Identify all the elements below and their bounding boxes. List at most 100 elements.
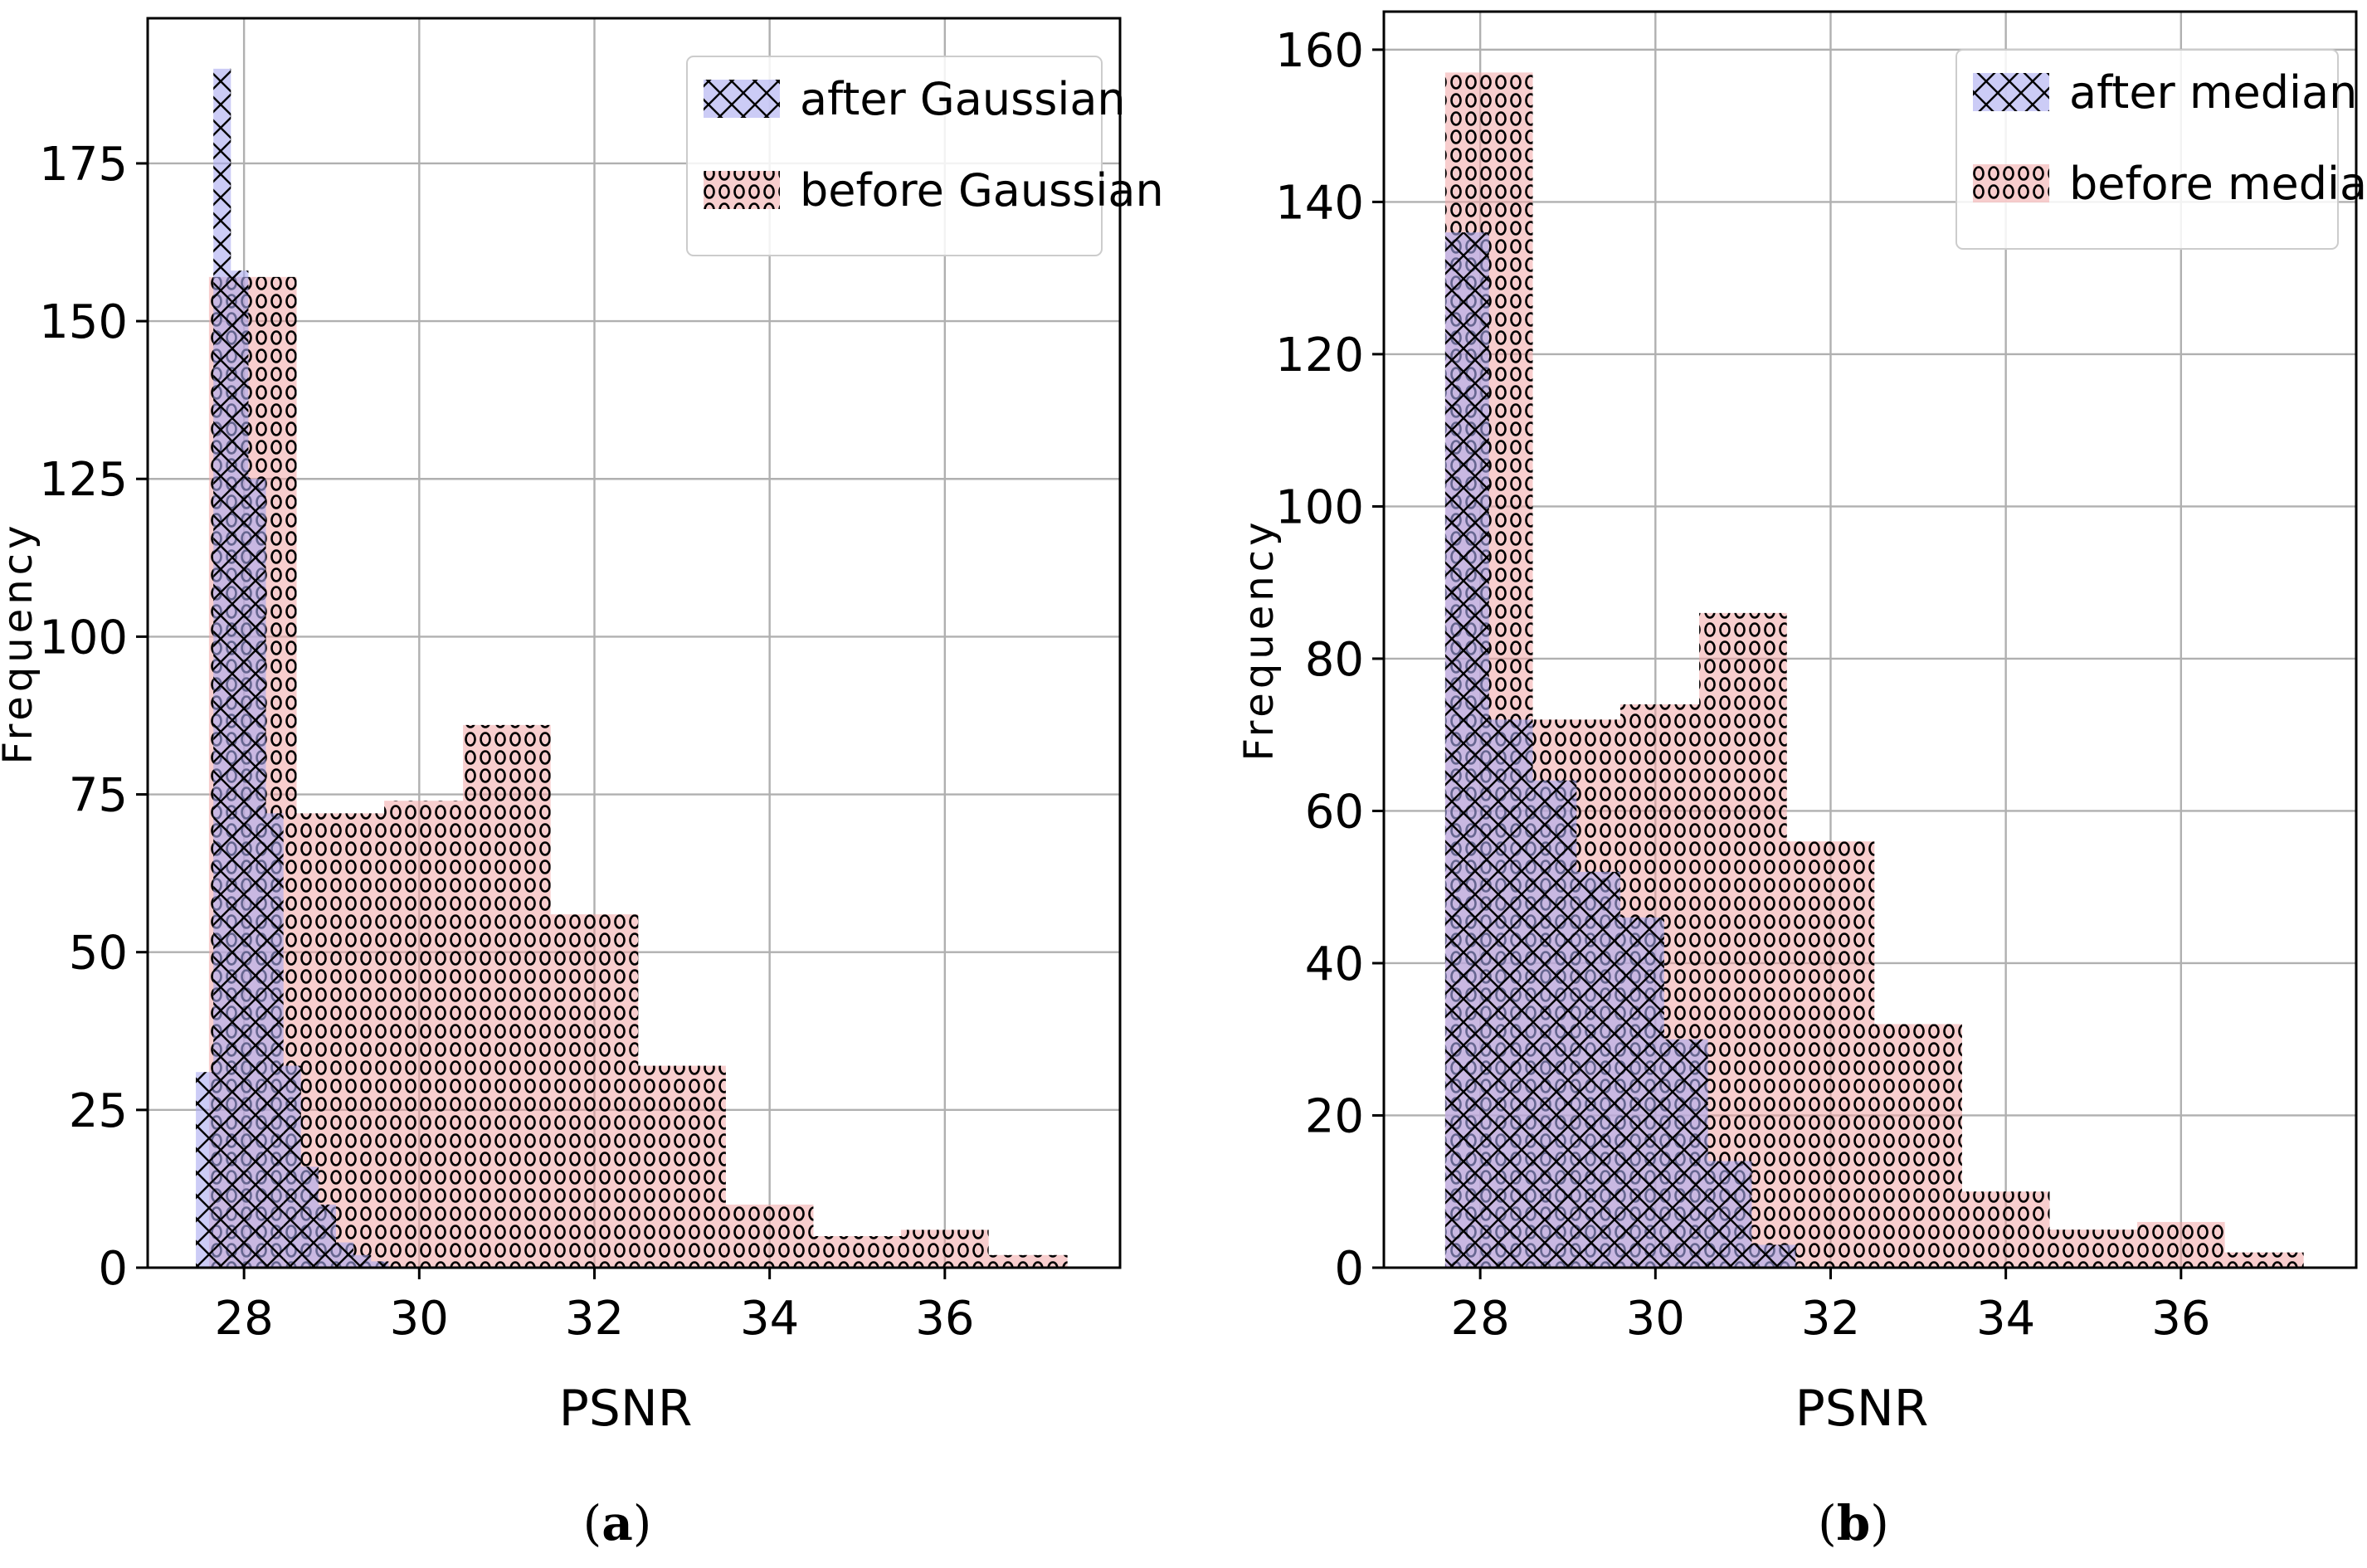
y-tick-label-0: 0 (1334, 1242, 1364, 1296)
bar-after-gaussian-8 (336, 1242, 354, 1268)
bar-hatch (1488, 719, 1533, 1268)
axis-ticks: 28 30 32 34 36 0 20 40 60 80 100 120 140 160 (1275, 24, 2210, 1346)
bar-hatch (1444, 232, 1489, 1269)
panel-b: 28 30 32 34 36 0 20 40 60 80 100 120 140 160 Frequenc… (1236, 10, 2367, 1551)
x-tick-label-28: 28 (215, 1292, 274, 1346)
bar-hatch (988, 1254, 1068, 1268)
bar-hatch (813, 1235, 902, 1268)
bar-hatch (2049, 1230, 2138, 1268)
bar-before-median-6 (1961, 1191, 2050, 1268)
y-axis-label: Frequency (1236, 519, 1283, 762)
legend-item-before-median: before median (1973, 158, 2367, 210)
y-tick-label-150: 150 (39, 295, 128, 349)
bar-hatch (1874, 1024, 1962, 1268)
bar-hatch (1786, 841, 1875, 1268)
bar-hatch (1532, 780, 1577, 1268)
bar-after-median-7 (1751, 1244, 1796, 1268)
bar-hatch (1707, 1161, 1752, 1268)
x-tick-label-36: 36 (2151, 1292, 2210, 1346)
x-tick-label-32: 32 (565, 1292, 624, 1346)
bar-before-gaussian-4 (550, 914, 639, 1268)
bars-after-median (1444, 232, 1796, 1269)
bar-hatch (1751, 1244, 1796, 1268)
legend-item-after-gaussian: after Gaussian (704, 73, 1126, 125)
bar-hatch (213, 68, 231, 1268)
bar-hatch (725, 1204, 814, 1268)
legend: after Gaussian before Gaussian (686, 56, 1164, 256)
legend-swatch-after-hatch (704, 80, 780, 118)
y-tick-label-100: 100 (39, 611, 128, 665)
bar-after-gaussian-0 (196, 1072, 214, 1268)
bar-before-gaussian-5 (638, 1065, 726, 1268)
bar-after-gaussian-7 (318, 1204, 337, 1268)
legend-swatch-before-hatch (704, 171, 780, 209)
y-tick-label-50: 50 (69, 927, 128, 981)
bars-before-gaussian (208, 276, 1068, 1268)
bar-hatch (1663, 1039, 1708, 1268)
legend-label-after-median: after median (2069, 66, 2357, 119)
bar-hatch (2137, 1221, 2225, 1268)
plot-frame (146, 17, 1122, 1269)
legend-item-after-median: after median (1973, 66, 2357, 119)
bar-hatch (353, 1254, 372, 1268)
bar-hatch (196, 1072, 214, 1268)
y-tick-label-175: 175 (39, 138, 128, 192)
y-tick-label-125: 125 (39, 453, 128, 507)
x-tick-label-32: 32 (1801, 1292, 1860, 1346)
bar-before-median-9 (2224, 1252, 2304, 1268)
bar-after-gaussian-2 (231, 270, 249, 1268)
bar-after-median-0 (1444, 232, 1489, 1269)
legend-label-before-median: before median (2069, 158, 2367, 210)
bar-after-gaussian-1 (213, 68, 231, 1268)
x-axis-label: PSNR (559, 1380, 693, 1438)
legend-swatch-before-hatch (1973, 164, 2049, 202)
x-tick-label-36: 36 (915, 1292, 974, 1346)
x-tick-label-34: 34 (1976, 1292, 2035, 1346)
bar-before-gaussian-6 (725, 1204, 814, 1268)
bar-before-gaussian-3 (463, 724, 551, 1268)
bar-after-median-2 (1532, 780, 1577, 1268)
legend-label-after-gaussian: after Gaussian (800, 73, 1126, 125)
plot-frame (1382, 10, 2358, 1269)
y-tick-label-40: 40 (1305, 937, 1364, 991)
bar-hatch (638, 1065, 726, 1268)
bar-after-gaussian-5 (283, 1065, 301, 1268)
bar-after-gaussian-9 (353, 1254, 372, 1268)
bar-hatch (1699, 612, 1787, 1268)
panel-label-b: (b) (1818, 1495, 1889, 1551)
bar-before-gaussian-7 (813, 1235, 902, 1268)
bar-hatch (463, 724, 551, 1268)
bar-hatch (231, 270, 249, 1268)
bar-hatch (371, 1261, 389, 1268)
y-tick-label-120: 120 (1275, 329, 1364, 382)
bar-hatch (1961, 1191, 2050, 1268)
x-tick-label-34: 34 (740, 1292, 799, 1346)
bar-hatch (1620, 917, 1664, 1268)
bar-hatch (300, 1166, 319, 1268)
bar-hatch (265, 813, 284, 1268)
y-tick-label-25: 25 (69, 1084, 128, 1138)
y-axis-label: Frequency (0, 522, 41, 765)
panel-letter-b: b (1837, 1495, 1871, 1551)
bar-after-median-3 (1576, 871, 1621, 1268)
bar-before-median-8 (2137, 1221, 2225, 1268)
bar-before-gaussian-2 (384, 801, 464, 1268)
y-tick-label-160: 160 (1275, 24, 1364, 78)
bar-before-gaussian-9 (988, 1254, 1068, 1268)
bars-after-gaussian (196, 68, 389, 1268)
bar-hatch (283, 1065, 301, 1268)
y-tick-label-60: 60 (1305, 785, 1364, 839)
y-tick-label-100: 100 (1275, 480, 1364, 534)
panel-label-a: (a) (583, 1495, 652, 1551)
bar-hatch (248, 479, 266, 1268)
bar-after-gaussian-6 (300, 1166, 319, 1268)
bar-hatch (1576, 871, 1621, 1268)
bar-hatch (901, 1230, 989, 1268)
bar-before-median-5 (1874, 1024, 1962, 1268)
y-tick-label-0: 0 (98, 1242, 128, 1296)
legend-swatch-after-hatch (1973, 73, 2049, 111)
bar-after-median-4 (1620, 917, 1664, 1268)
panel-letter-a: a (601, 1495, 633, 1551)
